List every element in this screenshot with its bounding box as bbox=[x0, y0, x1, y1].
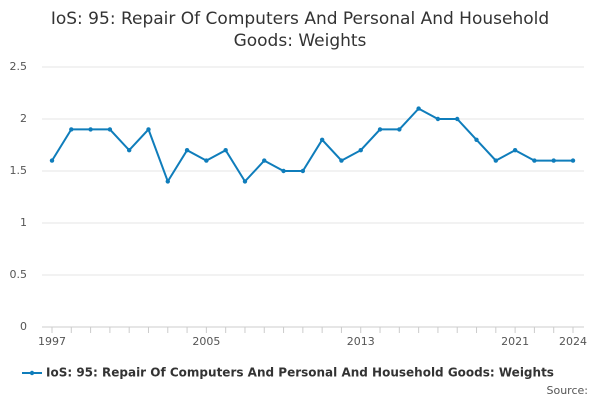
x-tick-label: 2013 bbox=[347, 335, 375, 348]
x-tick-label: 2021 bbox=[501, 335, 529, 348]
source: Source: bbox=[547, 384, 589, 397]
y-tick-label: 1.5 bbox=[10, 164, 28, 177]
data-point bbox=[493, 158, 499, 163]
data-point bbox=[242, 179, 248, 184]
data-point bbox=[397, 127, 402, 132]
data-point bbox=[532, 158, 537, 163]
y-tick-label: 2.5 bbox=[10, 60, 28, 73]
data-point bbox=[512, 148, 518, 153]
data-point bbox=[358, 148, 363, 153]
data-point bbox=[223, 148, 228, 153]
data-point bbox=[416, 106, 421, 111]
data-point bbox=[165, 179, 170, 184]
data-point bbox=[146, 127, 151, 132]
legend-swatch bbox=[29, 370, 35, 376]
data-point bbox=[281, 168, 286, 174]
data-point bbox=[377, 127, 383, 132]
data-point bbox=[339, 158, 344, 163]
x-tick-label: 2005 bbox=[192, 335, 220, 348]
legend-label: IoS: 95: Repair Of Computers And Persona… bbox=[46, 366, 554, 380]
data-line bbox=[51, 107, 573, 184]
data-point bbox=[551, 158, 556, 163]
data-point bbox=[570, 158, 576, 163]
data-point bbox=[107, 127, 113, 132]
data-point bbox=[319, 137, 325, 142]
data-point bbox=[69, 127, 74, 132]
data-point bbox=[262, 158, 267, 163]
title-line: Goods: Weights bbox=[234, 31, 367, 51]
data-point bbox=[49, 158, 55, 163]
data-point bbox=[184, 148, 190, 153]
y-tick-label: 1 bbox=[20, 216, 27, 229]
data-point bbox=[435, 116, 441, 122]
data-point bbox=[455, 116, 460, 122]
title-line: IoS: 95: Repair Of Computers And Persona… bbox=[51, 9, 549, 29]
chart-title: IoS: 95: Repair Of Computers And Persona… bbox=[51, 9, 549, 51]
data-point bbox=[300, 168, 306, 174]
data-point bbox=[126, 148, 132, 153]
data-point bbox=[88, 127, 93, 132]
x-tick-label: 1997 bbox=[38, 335, 66, 348]
data-point bbox=[474, 137, 479, 142]
x-tick-label: 2024 bbox=[559, 335, 587, 348]
y-tick-label: 0.5 bbox=[10, 268, 28, 281]
y-tick-label: 2 bbox=[20, 112, 27, 125]
y-tick-label: 0 bbox=[20, 320, 27, 333]
data-point bbox=[204, 158, 209, 163]
